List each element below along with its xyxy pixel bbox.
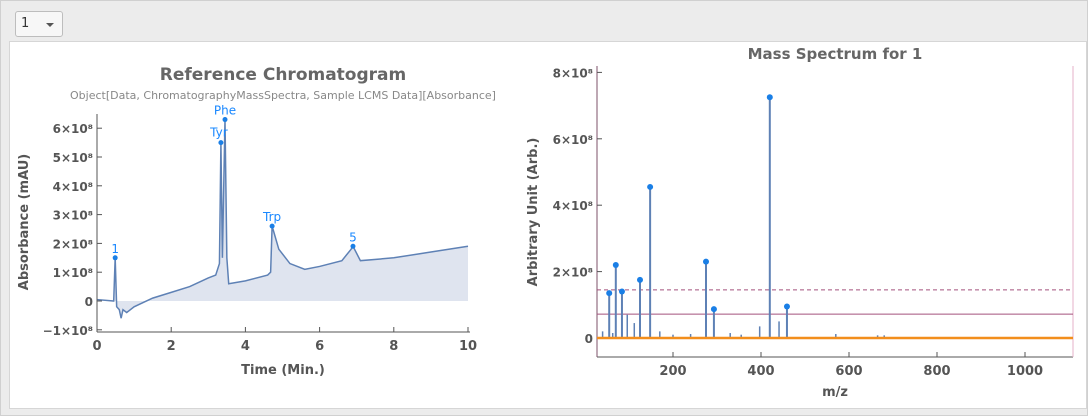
peak-marker: [783, 303, 790, 310]
peak-marker: [606, 290, 613, 297]
peak-label: 5: [349, 230, 357, 244]
x-tick-label: 8: [389, 339, 398, 354]
peak-marker: [612, 261, 619, 268]
chart-subtitle: Object[Data, ChromatographyMassSpectra, …: [70, 89, 496, 102]
x-tick-label: 6: [315, 339, 324, 354]
peak-marker: [218, 140, 224, 146]
x-tick-label: 0: [92, 339, 101, 354]
x-tick-label: 200: [659, 364, 686, 379]
peak-marker: [647, 183, 654, 190]
x-axis-label: m/z: [822, 385, 848, 400]
y-tick-label: 8×10⁸: [553, 66, 593, 80]
y-axis-label: Absorbance (mAU): [17, 154, 32, 290]
peak-marker: [222, 117, 228, 123]
y-tick-label: 4×10⁸: [553, 199, 593, 213]
y-axis-label: Arbitrary Unit (Arb.): [526, 138, 541, 287]
x-tick-label: 800: [923, 364, 950, 379]
peak-label: Phe: [214, 104, 236, 118]
y-tick-label: 1×10⁸: [53, 266, 93, 280]
x-tick-label: 2: [167, 339, 176, 354]
x-axis-label: Time (Min.): [241, 363, 325, 378]
y-tick-label: 6×10⁸: [553, 133, 593, 147]
chart-title: Mass Spectrum for 1: [748, 45, 923, 63]
y-tick-label: 6×10⁸: [53, 122, 93, 136]
x-tick-label: 600: [835, 364, 862, 379]
y-tick-label: 3×10⁸: [53, 209, 93, 223]
peak-marker: [703, 258, 709, 265]
sample-dropdown[interactable]: 1: [15, 11, 63, 37]
y-tick-label: −1×10⁸: [43, 324, 93, 338]
peak-marker: [350, 243, 356, 249]
y-tick-label: 0: [585, 332, 593, 346]
x-tick-label: 10: [459, 339, 477, 354]
peak-marker: [112, 255, 118, 261]
y-tick-label: 2×10⁸: [553, 266, 593, 280]
peak-marker: [618, 288, 625, 295]
dropdown-value: 1: [21, 16, 30, 31]
x-tick-label: 4: [241, 339, 250, 354]
peak-marker: [637, 276, 643, 283]
y-tick-label: 5×10⁸: [53, 151, 93, 165]
y-tick-label: 2×10⁸: [53, 237, 93, 251]
peak-marker: [710, 306, 717, 313]
y-tick-label: 4×10⁸: [53, 180, 93, 194]
chart-title: Reference Chromatogram: [160, 65, 406, 85]
peak-marker: [269, 223, 275, 229]
plot-panel: [9, 41, 1087, 409]
area-fill: [97, 119, 468, 319]
chevron-down-icon: [46, 23, 54, 27]
x-tick-label: 1000: [1007, 364, 1043, 379]
peak-label: 1: [111, 242, 119, 256]
peak-label: Trp: [262, 210, 281, 224]
peak-marker: [766, 94, 773, 101]
peak-label: Tyr: [209, 126, 228, 140]
x-tick-label: 400: [747, 364, 774, 379]
y-tick-label: 0: [85, 295, 93, 309]
